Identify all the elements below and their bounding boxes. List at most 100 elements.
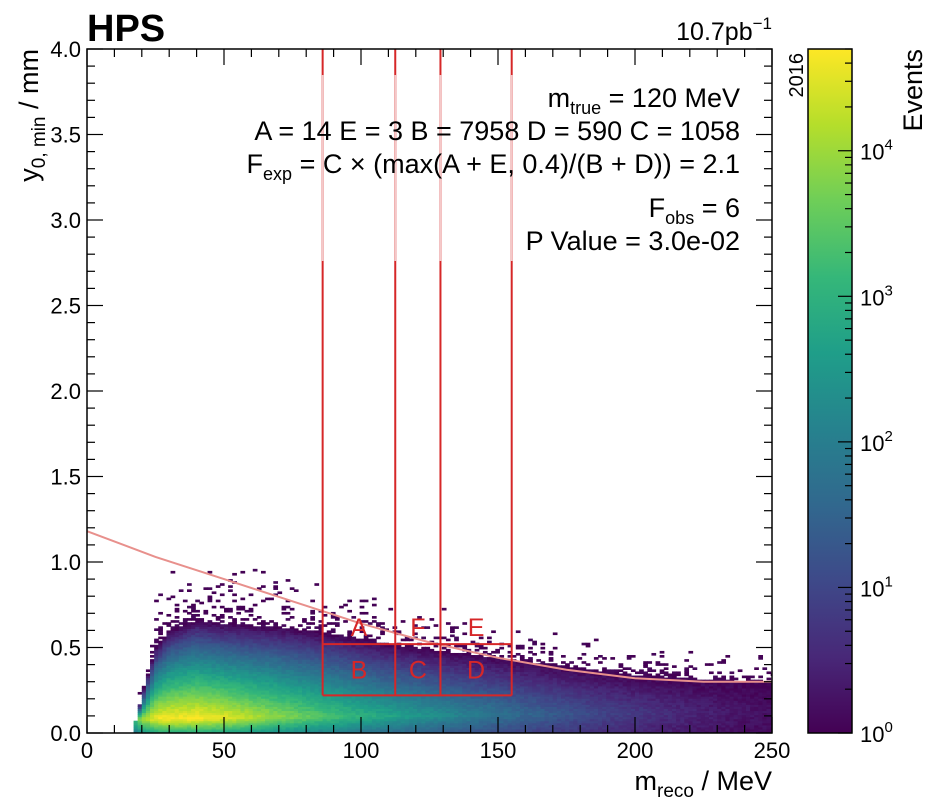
heatmap-cell — [326, 704, 332, 707]
heatmap-cell — [310, 646, 316, 650]
heatmap-cell — [318, 673, 324, 677]
heatmap-cell — [203, 691, 209, 695]
heatmap-cell — [170, 728, 176, 732]
heatmap-cell — [367, 673, 373, 677]
heatmap-cell — [297, 726, 303, 730]
heatmap-cell — [178, 714, 184, 718]
heatmap-cell — [174, 657, 180, 660]
heatmap-cell — [322, 669, 328, 673]
heatmap-cell — [450, 661, 455, 664]
heatmap-cell — [174, 689, 180, 693]
heatmap-cell — [318, 706, 324, 709]
heatmap-cell — [281, 642, 287, 646]
heatmap-cell — [528, 673, 533, 677]
heatmap-cell — [199, 730, 205, 733]
heatmap-cell — [195, 628, 200, 631]
heatmap-cell — [425, 663, 431, 666]
heatmap-cell — [166, 702, 172, 705]
heatmap-cell — [552, 720, 558, 724]
heatmap-cell — [219, 620, 225, 623]
heatmap-cell — [548, 724, 554, 728]
heatmap-cell — [445, 683, 451, 687]
heatmap-cell — [236, 665, 242, 668]
heatmap-cell — [252, 665, 258, 668]
heatmap-cell — [191, 689, 196, 693]
heatmap-cell — [540, 689, 546, 693]
heatmap-cell — [252, 659, 258, 662]
heatmap-cell — [191, 669, 196, 673]
heatmap-cell — [252, 708, 258, 712]
heatmap-cell — [314, 689, 320, 693]
heatmap-cell — [170, 726, 176, 730]
heatmap-cell — [334, 720, 340, 724]
heatmap-cell — [178, 691, 184, 695]
heatmap-cell — [199, 642, 205, 646]
heatmap-cell — [524, 683, 529, 687]
heatmap-cell — [458, 714, 463, 718]
heatmap-cell — [470, 702, 476, 705]
heatmap-cell — [334, 681, 340, 685]
heatmap-cell — [314, 636, 320, 640]
heatmap-cell — [293, 638, 299, 642]
heatmap-cell — [363, 636, 369, 640]
heatmap-cell — [256, 698, 262, 701]
heatmap-cell — [437, 714, 443, 718]
heatmap-cell — [330, 675, 336, 679]
heatmap-cell — [458, 720, 463, 724]
heatmap-cell — [425, 671, 431, 675]
heatmap-cell — [322, 712, 328, 716]
heatmap-cell — [367, 675, 373, 679]
heatmap-cell — [322, 714, 328, 718]
heatmap-cell — [314, 626, 320, 629]
heatmap-cell — [417, 671, 422, 675]
heatmap-cell — [359, 722, 365, 726]
heatmap-cell — [199, 630, 205, 634]
heatmap-cell — [339, 722, 344, 726]
heatmap-cell — [445, 718, 451, 722]
heatmap-cell — [413, 683, 418, 687]
heatmap-cell — [417, 669, 422, 673]
heatmap-cell — [191, 659, 196, 662]
heatmap-cell — [137, 722, 143, 726]
heatmap-cell — [421, 646, 426, 650]
heatmap-cell — [297, 667, 303, 670]
heatmap-cell — [322, 677, 328, 681]
heatmap-cell — [187, 708, 192, 712]
heatmap-cell — [195, 726, 200, 730]
heatmap-cell — [569, 714, 574, 718]
heatmap-cell — [306, 696, 311, 699]
heatmap-cell — [330, 708, 336, 712]
heatmap-cell — [334, 646, 340, 650]
heatmap-cell — [260, 663, 266, 666]
heatmap-cell — [154, 689, 159, 693]
heatmap-cell — [384, 648, 389, 652]
heatmap-cell — [396, 726, 402, 730]
heatmap-cell — [178, 712, 184, 716]
heatmap-cell — [339, 650, 344, 654]
heatmap-cell — [532, 728, 537, 732]
heatmap-cell — [330, 702, 336, 705]
heatmap-cell — [408, 712, 414, 716]
heatmap-cell — [491, 679, 496, 683]
heatmap-cell — [515, 687, 521, 691]
heatmap-cell — [376, 702, 381, 705]
heatmap-cell — [207, 667, 213, 670]
heatmap-cell — [219, 632, 225, 636]
heatmap-cell — [224, 628, 229, 631]
heatmap-cell — [326, 685, 332, 689]
heatmap-cell — [170, 700, 176, 703]
heatmap-cell — [232, 644, 237, 648]
heatmap-cell — [536, 718, 542, 722]
heatmap-cell — [400, 685, 406, 689]
heatmap-cell — [565, 683, 570, 687]
heatmap-cell — [269, 679, 274, 683]
heatmap-cell — [532, 642, 537, 646]
heatmap-cell — [182, 665, 188, 668]
heatmap-cell — [478, 663, 484, 666]
heatmap-cell — [454, 708, 459, 712]
heatmap-cell — [256, 661, 262, 664]
heatmap-cell — [150, 683, 155, 687]
heatmap-cell — [540, 677, 546, 681]
heatmap-cell — [265, 659, 270, 662]
heatmap-cell — [413, 673, 418, 677]
